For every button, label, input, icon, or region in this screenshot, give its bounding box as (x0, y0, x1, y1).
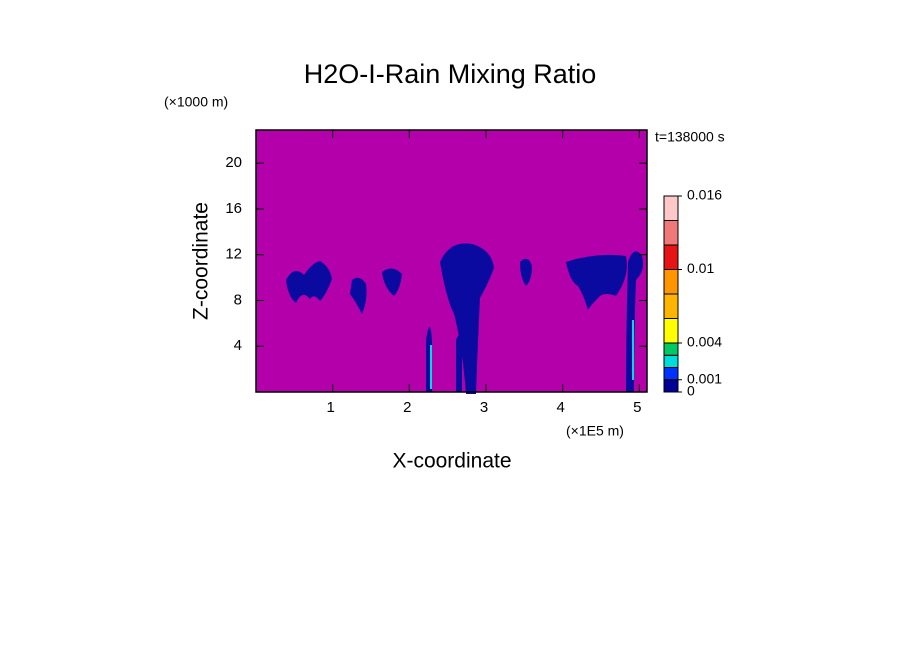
annotation: t=138000 s (655, 129, 725, 145)
x-tick-label: 1 (326, 399, 334, 416)
contour-regions (286, 243, 644, 394)
colorbar-box (663, 220, 679, 246)
y-unit: (×1000 m) (164, 94, 228, 110)
colorbar-tick-label: 0 (687, 383, 695, 399)
colorbar-box (663, 342, 679, 356)
x-unit: (×1E5 m) (566, 423, 624, 439)
y-tick-label: 8 (234, 291, 242, 308)
colorbar-box (663, 379, 679, 393)
contour-region (382, 268, 402, 296)
contour-region (626, 251, 644, 392)
colorbar-box (663, 195, 679, 221)
colorbar-box (663, 269, 679, 295)
colorbar-box (663, 244, 679, 270)
contour-region (440, 243, 494, 394)
y-tick-label: 12 (225, 246, 242, 263)
contour-region (456, 335, 462, 392)
colorbar-box (663, 293, 679, 319)
contour-region (566, 254, 627, 310)
colorbar-tick-label: 0.016 (687, 187, 722, 203)
x-tick-label: 4 (556, 399, 564, 416)
chart-title: H2O-I-Rain Mixing Ratio (304, 59, 597, 89)
y-tick-label: 16 (225, 200, 242, 217)
colorbar-box (663, 367, 679, 381)
x-axis-label: X-coordinate (392, 450, 511, 473)
y-axis-label: Z-coordinate (190, 202, 213, 320)
y-tick-label: 20 (225, 154, 242, 171)
x-tick-label: 2 (403, 399, 411, 416)
colorbar-tick-label: 0.01 (687, 260, 714, 276)
colorbar-box (663, 354, 679, 368)
colorbar-tick-label: 0.004 (687, 334, 722, 350)
colorbar-box (663, 318, 679, 344)
contour-region (286, 261, 332, 303)
colorbar-tick-label: 0.001 (687, 370, 722, 386)
x-tick-label: 5 (633, 399, 641, 416)
plot-frame (255, 129, 648, 393)
contour-region (350, 277, 367, 314)
contour-region (520, 258, 532, 286)
x-tick-label: 3 (480, 399, 488, 416)
y-tick-label: 4 (234, 337, 242, 354)
